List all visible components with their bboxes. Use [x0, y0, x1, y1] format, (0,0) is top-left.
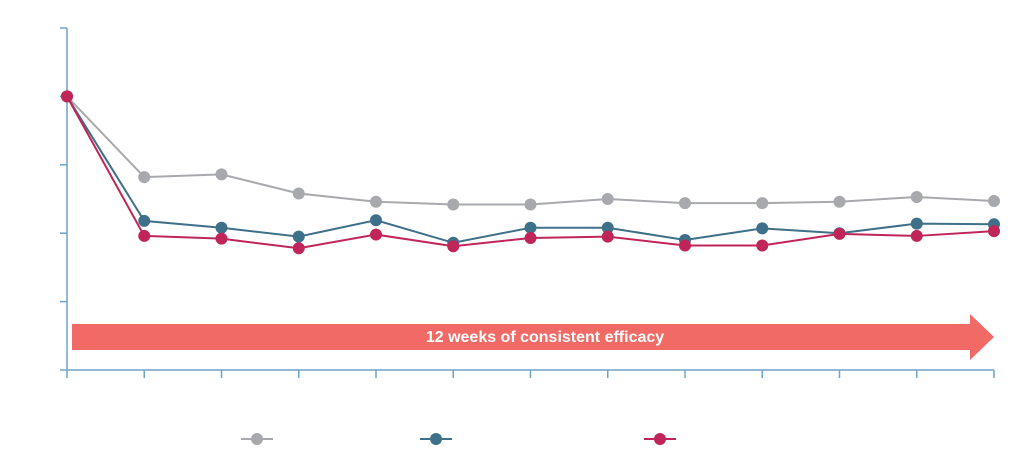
series-1 [61, 90, 1000, 249]
legend-marker-0 [251, 433, 263, 445]
series-1-point-1 [138, 214, 151, 227]
legend-item-2 [644, 433, 676, 445]
axes [60, 27, 995, 378]
series-2-point-0 [61, 90, 73, 103]
series-0 [61, 90, 1000, 211]
series-2-point-10 [833, 227, 846, 240]
series-2-point-7 [601, 230, 614, 243]
series-2-point-11 [910, 229, 923, 242]
series-0-point-4 [370, 195, 382, 208]
series-1-point-2 [215, 221, 228, 234]
series-2-point-6 [524, 231, 537, 244]
series-2-point-4 [370, 228, 382, 241]
series-0-point-12 [988, 195, 1000, 208]
efficacy-arrow-shape [72, 314, 994, 360]
series-2 [61, 90, 1000, 255]
series-2-point-3 [292, 242, 305, 255]
series-2-point-5 [447, 240, 460, 253]
series-0-point-11 [910, 190, 923, 203]
legend-marker-2 [654, 433, 666, 445]
legend-marker-1 [430, 433, 442, 445]
legend-item-0 [241, 433, 273, 445]
series-0-point-6 [524, 198, 537, 211]
series-0-point-7 [601, 193, 614, 205]
efficacy-arrow-label: 12 weeks of consistent efficacy [426, 329, 664, 346]
series-0-point-2 [215, 168, 228, 181]
legend-item-1 [420, 433, 452, 445]
series-1-point-7 [601, 221, 614, 234]
series-2-point-1 [138, 229, 151, 242]
series-0-point-3 [292, 187, 305, 200]
series-1-point-9 [756, 222, 769, 235]
series-1-point-11 [910, 217, 923, 230]
legend [241, 433, 676, 445]
series-0-point-10 [833, 195, 846, 208]
series-2-point-12 [988, 225, 1000, 238]
series-0-point-8 [679, 197, 691, 210]
series-1-point-4 [370, 214, 382, 227]
series-1-point-6 [524, 221, 537, 234]
series-2-point-9 [756, 239, 769, 252]
series-layer [61, 90, 1000, 255]
series-0-point-1 [138, 171, 151, 184]
efficacy-arrow: 12 weeks of consistent efficacy [72, 314, 994, 360]
series-1-point-3 [292, 230, 305, 243]
series-0-line [66, 95, 995, 206]
series-2-point-2 [215, 232, 228, 245]
series-2-point-8 [679, 239, 691, 252]
series-0-point-5 [447, 198, 460, 211]
series-1-line [66, 95, 995, 244]
series-0-point-9 [756, 197, 769, 210]
